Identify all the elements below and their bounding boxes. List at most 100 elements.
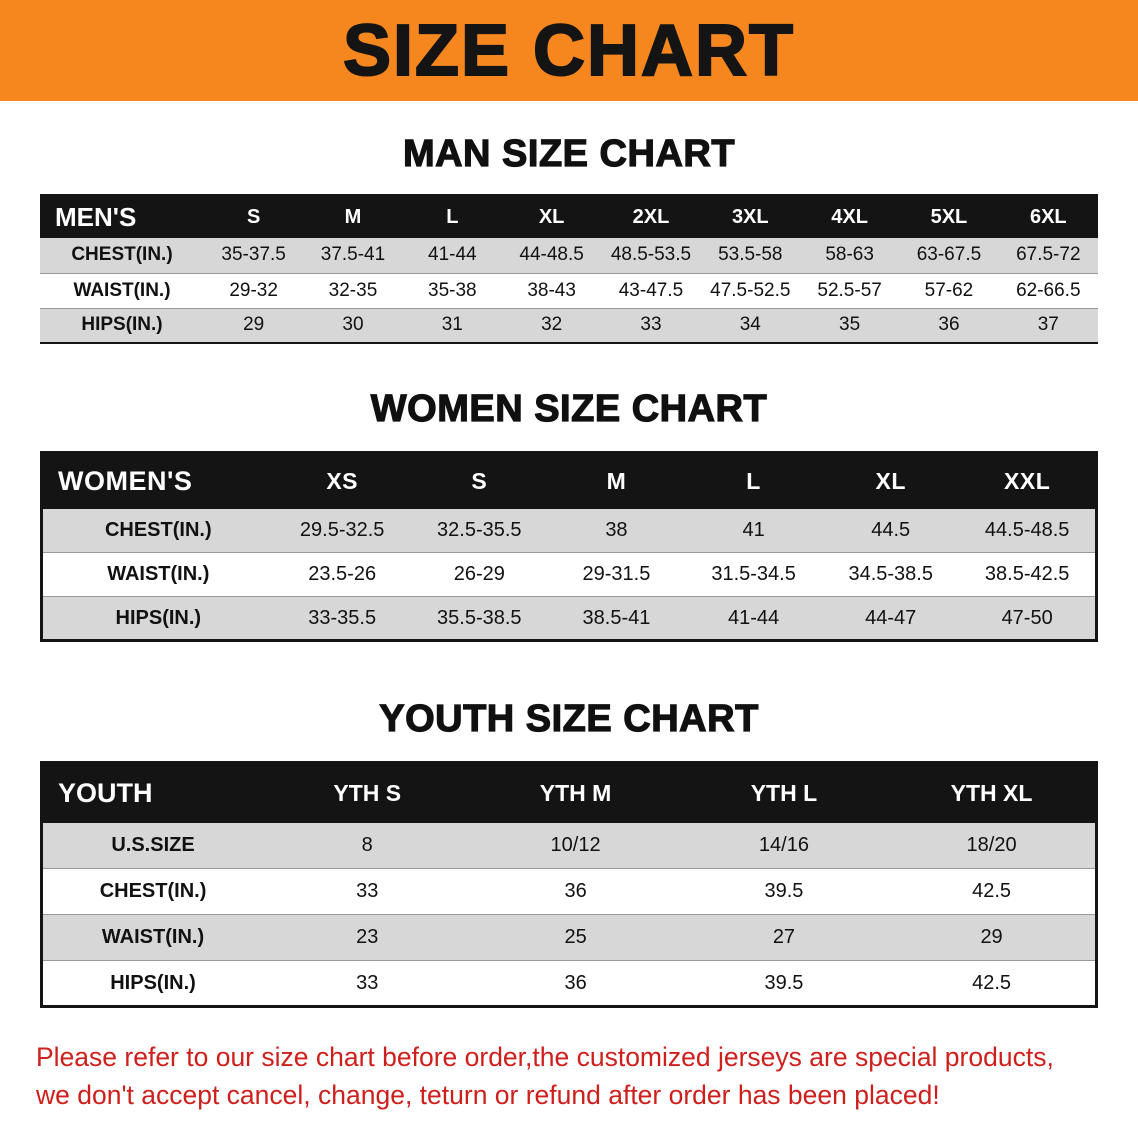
measurement-value: 52.5-57: [799, 273, 900, 309]
measurement-value: 48.5-53.5: [601, 238, 701, 274]
measurement-row: HIPS(IN.) 29 30 31 32 33 34 35 36 37: [40, 308, 1098, 343]
table-title-cell: MEN'S: [40, 195, 204, 238]
measurement-label: U.S.SIZE: [41, 822, 264, 869]
banner: SIZE CHART: [0, 0, 1138, 101]
measurement-value: 38: [547, 508, 686, 553]
measurement-label: HIPS(IN.): [41, 596, 274, 641]
measurement-value: 37.5-41: [303, 238, 403, 274]
measurement-value: 39.5: [764, 971, 804, 994]
measurement-value: 25: [471, 914, 680, 961]
measurement-value: 33-35.5: [273, 596, 411, 641]
measurement-value: 38.5-42.5: [959, 552, 1097, 597]
measurement-label: WAIST(IN.): [41, 552, 274, 597]
measurement-value: 27: [679, 914, 889, 961]
size-column-header: M: [547, 452, 686, 509]
measurement-value: 44.5: [822, 508, 960, 553]
measurement-value: 14/16: [679, 822, 889, 869]
measurement-value: 31.5-34.5: [685, 552, 823, 597]
men-section-heading: MAN SIZE CHART: [402, 132, 736, 175]
measurement-value: 36: [564, 971, 587, 994]
measurement-value: 26-29: [410, 552, 548, 597]
measurement-value: 44.5-48.5: [959, 508, 1097, 553]
size-header-row: WOMEN'S XS S M L XL XXL: [41, 452, 1097, 509]
measurement-value: 43-47.5: [601, 273, 701, 309]
size-column-header: 3XL: [700, 195, 800, 238]
size-column-header: 2XL: [601, 195, 701, 238]
size-column-header: 6XL: [998, 195, 1098, 238]
measurement-label: HIPS(IN.): [40, 308, 204, 343]
measurement-value: 35: [799, 308, 900, 343]
size-column-header: S: [410, 452, 548, 509]
measurement-row: U.S.SIZE 8 10/12 14/16 18/20: [41, 822, 1097, 869]
measurement-value: 29-32: [203, 273, 304, 309]
measurement-label: CHEST(IN.): [41, 508, 274, 553]
measurement-value: 53.5-58: [700, 238, 800, 274]
women-size-table: WOMEN'S XS S M L XL XXL CHEST(IN.) 29.5-32.5 32.5…: [40, 451, 1098, 642]
measurement-value: 34: [700, 308, 800, 343]
measurement-value: 32.5-35.5: [410, 508, 548, 553]
measurement-value: 62-66.5: [998, 273, 1098, 309]
measurement-row: HIPS(IN.) 33 36 39.5 42.5: [42, 961, 1097, 1007]
measurement-value: 29.5-32.5: [273, 508, 411, 553]
measurement-value: 47.5-52.5: [700, 273, 800, 309]
size-column-header: YTH S: [263, 762, 472, 823]
men-size-table: MEN'S S M L XL 2XL 3XL 4XL 5XL 6XL CHEST(IN.) 35-37…: [40, 194, 1098, 344]
measurement-value: 23.5-26: [273, 552, 411, 597]
measurement-label: HIPS(IN.): [110, 971, 196, 994]
measurement-value: 41-44: [685, 596, 823, 641]
measurement-row: HIPS(IN.) 33-35.5 35.5-38.5 38.5-41 41-44 44-…: [41, 596, 1097, 641]
table-title-cell: YOUTH: [41, 762, 264, 823]
size-column-header: YTH XL: [888, 762, 1097, 823]
measurement-value: 29-31.5: [547, 552, 686, 597]
size-column-header: XL: [501, 195, 602, 238]
size-column-header: XS: [273, 452, 411, 509]
measurement-value: 29: [888, 914, 1097, 961]
women-section-heading: WOMEN SIZE CHART: [370, 387, 768, 430]
size-column-header: M: [303, 195, 403, 238]
measurement-value: 8: [263, 822, 472, 869]
disclaimer-line: we don't accept cancel, change, teturn o…: [36, 1080, 940, 1111]
measurement-label: CHEST(IN.): [41, 868, 264, 915]
measurement-value: 31: [402, 308, 502, 343]
measurement-row: WAIST(IN.) 23 25 27 29: [41, 914, 1097, 961]
measurement-row: CHEST(IN.) 29.5-32.5 32.5-35.5 38 41 44.5 44.5…: [41, 508, 1097, 553]
measurement-value: 35.5-38.5: [410, 596, 548, 641]
measurement-value: 18/20: [888, 822, 1097, 869]
measurement-value: 10/12: [471, 822, 680, 869]
youth-size-section: YOUTH SIZE CHART YOUTH YTH S YTH M YTH L YTH…: [0, 697, 1138, 1008]
measurement-value: 39.5: [679, 868, 889, 915]
measurement-value: 38.5-41: [547, 596, 686, 641]
measurement-value: 30: [303, 308, 403, 343]
measurement-row: CHEST(IN.) 33 36 39.5 42.5: [41, 868, 1097, 915]
measurement-value: 32-35: [303, 273, 403, 309]
measurement-value: 41: [685, 508, 823, 553]
measurement-row: CHEST(IN.) 35-37.5 37.5-41 41-44 44-48.5 48.5…: [40, 238, 1098, 274]
measurement-value: 44-47: [822, 596, 960, 641]
measurement-value: 41-44: [402, 238, 502, 274]
measurement-value: 42.5: [888, 868, 1097, 915]
measurement-label: CHEST(IN.): [40, 238, 204, 274]
women-size-section: WOMEN SIZE CHART WOMEN'S XS S M L XL XXL CHEST(…: [0, 387, 1138, 642]
measurement-value: 33: [356, 971, 379, 994]
size-column-header: XXL: [959, 452, 1097, 509]
youth-size-table: YOUTH YTH S YTH M YTH L YTH XL U.S.SIZE 8 10/12…: [40, 761, 1098, 1008]
size-column-header: S: [203, 195, 304, 238]
measurement-value: 35-38: [402, 273, 502, 309]
measurement-label: WAIST(IN.): [41, 914, 264, 961]
measurement-value: 37: [998, 308, 1098, 343]
size-header-row: MEN'S S M L XL 2XL 3XL 4XL 5XL 6XL: [40, 195, 1098, 238]
measurement-value: 33: [263, 868, 472, 915]
disclaimer-note: Please refer to our size chart before or…: [36, 1038, 1108, 1115]
size-column-header: 4XL: [799, 195, 900, 238]
measurement-value: 44-48.5: [501, 238, 602, 274]
disclaimer-line: Please refer to our size chart before or…: [36, 1042, 1054, 1072]
measurement-value: 67.5-72: [998, 238, 1098, 274]
measurement-value: 32: [501, 308, 602, 343]
measurement-value: 57-62: [899, 273, 999, 309]
measurement-value: 63-67.5: [899, 238, 999, 274]
measurement-value: 33: [601, 308, 701, 343]
measurement-value: 34.5-38.5: [822, 552, 960, 597]
measurement-row: WAIST(IN.) 23.5-26 26-29 29-31.5 31.5-34.5 34…: [41, 552, 1097, 597]
measurement-value: 36: [899, 308, 999, 343]
